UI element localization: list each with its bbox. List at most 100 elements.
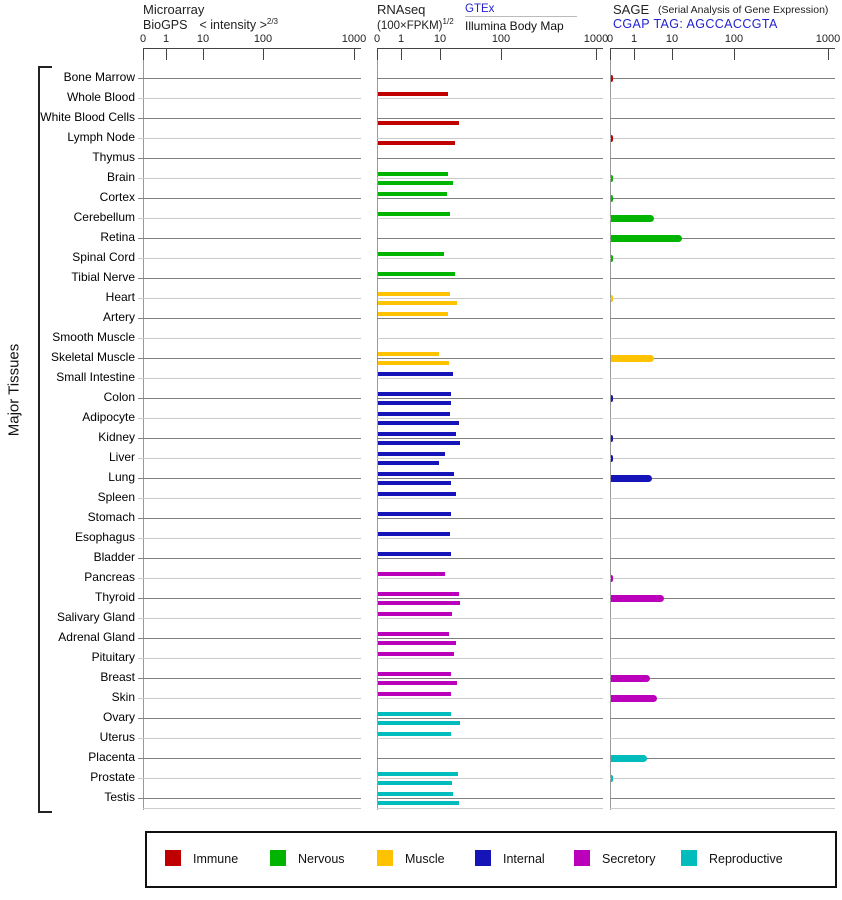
gtex-underline <box>465 16 577 17</box>
row-line <box>138 198 361 199</box>
axis-tick <box>672 48 673 60</box>
row-line <box>377 198 603 199</box>
cgap-tag-link[interactable]: CGAP TAG: AGCCACCGTA <box>613 17 778 31</box>
row-line <box>138 778 361 779</box>
axis-tick-label: 1 <box>630 33 638 45</box>
legend-label: Internal <box>503 852 545 866</box>
row-line <box>377 738 603 739</box>
row-line <box>377 158 603 159</box>
axis-line <box>377 48 603 49</box>
expression-bar-bodymap <box>378 681 457 685</box>
tissue-label: Brain <box>106 170 135 184</box>
tissue-label: Skin <box>111 690 135 704</box>
axis-tick-label: 100 <box>491 33 511 45</box>
expression-bar-bodymap <box>378 441 460 445</box>
row-line <box>610 458 835 459</box>
row-line <box>377 538 603 539</box>
legend-label: Reproductive <box>709 852 783 866</box>
row-line <box>610 618 835 619</box>
expression-bar-gtex <box>378 352 439 356</box>
row-line <box>138 98 361 99</box>
row-line <box>138 278 361 279</box>
row-line <box>377 418 603 419</box>
axis-tick <box>203 48 204 60</box>
expression-bar-sage <box>611 75 613 82</box>
row-line <box>138 298 361 299</box>
rnaseq-title: RNAseq <box>377 2 426 17</box>
row-line <box>377 238 603 239</box>
row-line <box>377 798 603 799</box>
expression-bar-sage <box>611 235 682 242</box>
axis-tick <box>610 48 611 60</box>
axis-tick-label: 0 <box>373 33 381 45</box>
tissue-label: Adipocyte <box>82 410 135 424</box>
expression-bar-bodymap <box>378 721 460 725</box>
row-line <box>377 98 603 99</box>
row-line <box>610 378 835 379</box>
row-line <box>138 78 361 79</box>
tissue-label: Uterus <box>99 730 135 744</box>
expression-bar-bodymap <box>378 641 456 645</box>
panel-bottom-line <box>143 808 361 809</box>
tissue-label: Tibial Nerve <box>71 270 135 284</box>
row-line <box>377 578 603 579</box>
expression-bar-bodymap <box>378 801 459 805</box>
row-line <box>377 138 603 139</box>
axis-tick <box>596 48 597 60</box>
tissue-label: Retina <box>100 230 135 244</box>
tissue-label: Prostate <box>90 770 135 784</box>
expression-bar-sage <box>611 755 647 762</box>
expression-bar-sage <box>611 595 664 602</box>
row-line <box>138 358 361 359</box>
row-line <box>138 538 361 539</box>
expression-bar-bodymap <box>378 481 451 485</box>
tissue-label: Bladder <box>93 550 135 564</box>
expression-bar-sage <box>611 175 613 182</box>
expression-bar-gtex <box>378 532 450 536</box>
legend-swatch <box>475 850 491 866</box>
axis-tick <box>263 48 264 60</box>
expression-bar-gtex <box>378 492 456 496</box>
row-line <box>138 618 361 619</box>
tissue-label: Thymus <box>92 150 135 164</box>
row-line <box>610 758 835 759</box>
tissue-label: Ovary <box>102 710 135 724</box>
row-line <box>377 258 603 259</box>
row-line <box>610 238 835 239</box>
expression-bar-sage <box>611 395 613 402</box>
expression-bar-gtex <box>378 372 453 376</box>
expression-bar-sage <box>611 295 613 302</box>
row-line <box>138 578 361 579</box>
tissue-label: Pituitary <box>91 650 135 664</box>
row-line <box>610 98 835 99</box>
expression-bar-gtex <box>378 432 456 436</box>
panel-border <box>377 48 378 810</box>
tissue-label: Bone Marrow <box>63 70 135 84</box>
row-line <box>138 658 361 659</box>
tissue-bracket-bottom <box>38 811 52 813</box>
row-line <box>377 218 603 219</box>
expression-bar-bodymap <box>378 421 459 425</box>
expression-bar-gtex <box>378 792 453 796</box>
row-line <box>377 778 603 779</box>
row-line <box>138 798 361 799</box>
expression-bar-gtex <box>378 572 445 576</box>
gtex-link[interactable]: GTEx <box>465 3 495 15</box>
tissue-label: Breast <box>100 670 135 684</box>
row-line <box>138 378 361 379</box>
row-line <box>610 178 835 179</box>
tissue-bracket-top <box>38 66 52 68</box>
row-line <box>377 758 603 759</box>
row-line <box>377 438 603 439</box>
row-line <box>138 718 361 719</box>
row-line <box>377 498 603 499</box>
sage-title-note: (Serial Analysis of Gene Expression) <box>658 4 829 16</box>
expression-bar-sage <box>611 675 650 682</box>
expression-bar-sage <box>611 195 613 202</box>
row-line <box>610 738 835 739</box>
row-line <box>138 598 361 599</box>
expression-bar-gtex <box>378 412 450 416</box>
axis-tick <box>734 48 735 60</box>
tissue-label: Smooth Muscle <box>52 330 135 344</box>
